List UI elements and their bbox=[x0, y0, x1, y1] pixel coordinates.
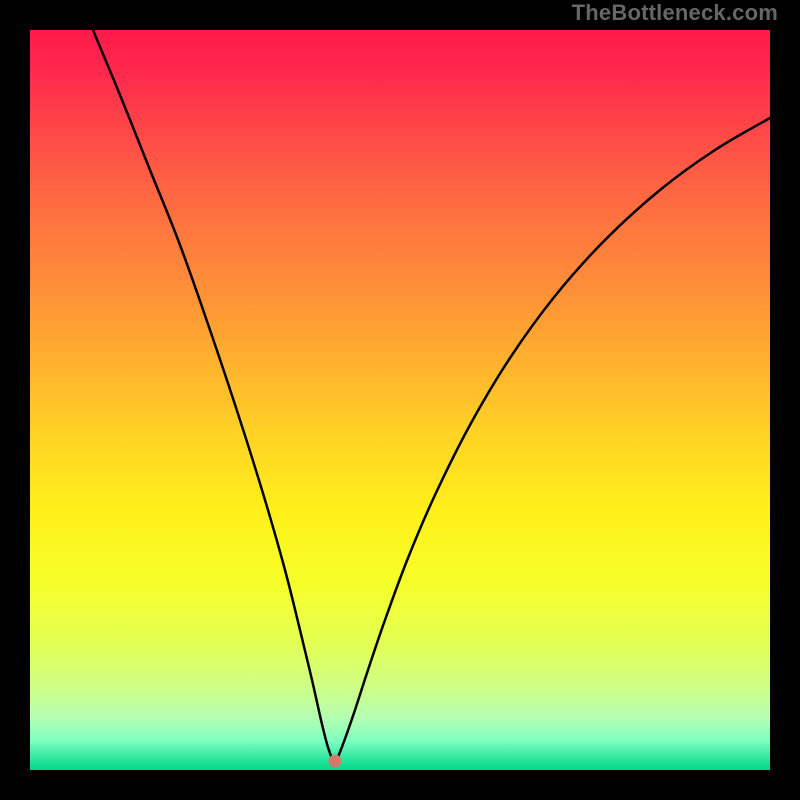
bottleneck-curve bbox=[93, 30, 770, 763]
minimum-marker bbox=[329, 755, 342, 768]
curve-layer bbox=[30, 30, 770, 770]
plot-area bbox=[30, 30, 770, 770]
watermark-text: TheBottleneck.com bbox=[572, 0, 778, 26]
